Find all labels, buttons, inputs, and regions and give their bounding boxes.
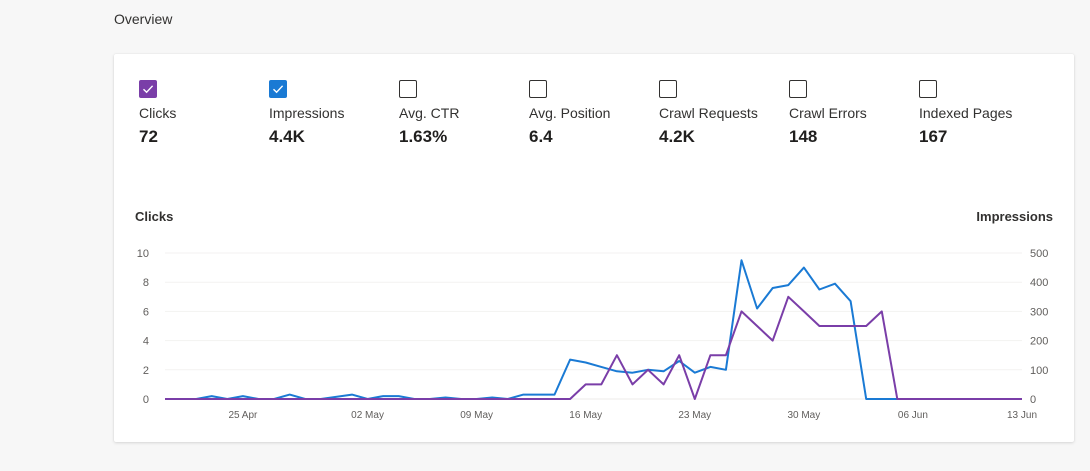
- metric-crawl-requests[interactable]: Crawl Requests 4.2K: [659, 80, 784, 147]
- avg-ctr-checkbox[interactable]: [399, 80, 417, 98]
- y-tick-label-left: 4: [143, 336, 149, 348]
- metric-avg-position[interactable]: Avg. Position 6.4: [529, 80, 654, 147]
- clicks-checkbox[interactable]: [139, 80, 157, 98]
- metric-value: 148: [789, 127, 818, 146]
- x-tick-label: 13 Jun: [1007, 410, 1037, 421]
- y-tick-label-left: 8: [143, 277, 149, 289]
- x-tick-label: 30 May: [787, 410, 820, 421]
- right-axis-title: Impressions: [976, 209, 1053, 224]
- avg-position-checkbox[interactable]: [529, 80, 547, 98]
- overview-line-chart: 10 500 8 400 6 300 4 200 2 100 0 0 25 Apr 02 May 09 Ma…: [137, 248, 1049, 421]
- metric-value: 1.63%: [399, 127, 448, 146]
- y-tick-label-right: 300: [1030, 306, 1048, 318]
- metric-crawl-errors[interactable]: Crawl Errors 148: [789, 80, 914, 147]
- y-tick-label-right: 200: [1030, 336, 1048, 348]
- y-tick-label-left: 0: [143, 394, 149, 406]
- y-tick-label-right: 0: [1030, 394, 1036, 406]
- metric-clicks[interactable]: Clicks 72: [139, 80, 264, 147]
- checkmark-icon: [273, 85, 284, 94]
- y-tick-label-right: 100: [1030, 365, 1048, 377]
- metric-value: 6.4: [529, 127, 553, 146]
- x-tick-label: 09 May: [460, 410, 493, 421]
- metric-impressions[interactable]: Impressions 4.4K: [269, 80, 394, 147]
- metric-label: Avg. CTR: [399, 105, 460, 121]
- metric-label: Indexed Pages: [919, 105, 1013, 121]
- metric-label: Impressions: [269, 105, 345, 121]
- metric-value: 4.4K: [269, 127, 305, 146]
- x-tick-label: 16 May: [569, 410, 602, 421]
- impressions-checkbox[interactable]: [269, 80, 287, 98]
- y-tick-label-left: 2: [143, 365, 149, 377]
- crawl-errors-checkbox[interactable]: [789, 80, 807, 98]
- metric-avg-ctr[interactable]: Avg. CTR 1.63%: [399, 80, 524, 147]
- y-tick-label-right: 400: [1030, 277, 1048, 289]
- left-axis-title: Clicks: [135, 209, 174, 224]
- x-tick-label: 02 May: [351, 410, 384, 421]
- x-tick-label: 06 Jun: [898, 410, 928, 421]
- checkmark-icon: [143, 85, 154, 94]
- metric-indexed-pages[interactable]: Indexed Pages 167: [919, 80, 1044, 147]
- x-tick-label: 25 Apr: [228, 410, 258, 421]
- overview-card: Clicks 72 Impressions 4.4K Avg. CTR 1.63…: [114, 54, 1074, 442]
- y-tick-label-left: 10: [137, 248, 149, 260]
- indexed-pages-checkbox[interactable]: [919, 80, 937, 98]
- metric-value: 167: [919, 127, 948, 146]
- metric-value: 4.2K: [659, 127, 695, 146]
- metric-label: Crawl Errors: [789, 105, 867, 121]
- metric-label: Clicks: [139, 105, 177, 121]
- x-tick-label: 23 May: [678, 410, 711, 421]
- metric-label: Crawl Requests: [659, 105, 758, 121]
- y-tick-label-left: 6: [143, 306, 149, 318]
- metric-value: 72: [139, 127, 158, 146]
- clicks-series-line: [165, 295, 1022, 400]
- metric-label: Avg. Position: [529, 105, 611, 121]
- y-tick-label-right: 500: [1030, 248, 1048, 260]
- crawl-requests-checkbox[interactable]: [659, 80, 677, 98]
- page-title: Overview: [114, 11, 173, 27]
